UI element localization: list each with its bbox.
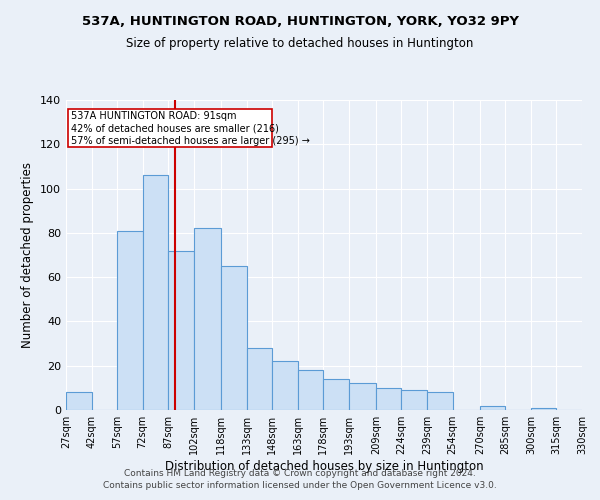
- Bar: [298, 370, 323, 410]
- Bar: [221, 266, 247, 410]
- Bar: [247, 348, 272, 410]
- Bar: [272, 362, 298, 410]
- Bar: [401, 390, 427, 410]
- Text: Size of property relative to detached houses in Huntington: Size of property relative to detached ho…: [127, 38, 473, 51]
- Text: Contains public sector information licensed under the Open Government Licence v3: Contains public sector information licen…: [103, 481, 497, 490]
- Bar: [349, 384, 376, 410]
- Bar: [531, 408, 556, 410]
- Bar: [427, 392, 452, 410]
- Bar: [480, 406, 505, 410]
- Text: 42% of detached houses are smaller (216): 42% of detached houses are smaller (216): [71, 124, 279, 134]
- Bar: [66, 392, 92, 410]
- Text: Contains HM Land Registry data © Crown copyright and database right 2024.: Contains HM Land Registry data © Crown c…: [124, 468, 476, 477]
- Text: 537A, HUNTINGTON ROAD, HUNTINGTON, YORK, YO32 9PY: 537A, HUNTINGTON ROAD, HUNTINGTON, YORK,…: [82, 15, 518, 28]
- FancyBboxPatch shape: [68, 109, 272, 146]
- Bar: [143, 176, 168, 410]
- Bar: [194, 228, 221, 410]
- Bar: [168, 250, 194, 410]
- Text: 537A HUNTINGTON ROAD: 91sqm: 537A HUNTINGTON ROAD: 91sqm: [71, 111, 236, 121]
- X-axis label: Distribution of detached houses by size in Huntington: Distribution of detached houses by size …: [164, 460, 484, 473]
- Bar: [323, 379, 349, 410]
- Bar: [117, 230, 143, 410]
- Y-axis label: Number of detached properties: Number of detached properties: [22, 162, 34, 348]
- Bar: [376, 388, 401, 410]
- Text: 57% of semi-detached houses are larger (295) →: 57% of semi-detached houses are larger (…: [71, 136, 310, 146]
